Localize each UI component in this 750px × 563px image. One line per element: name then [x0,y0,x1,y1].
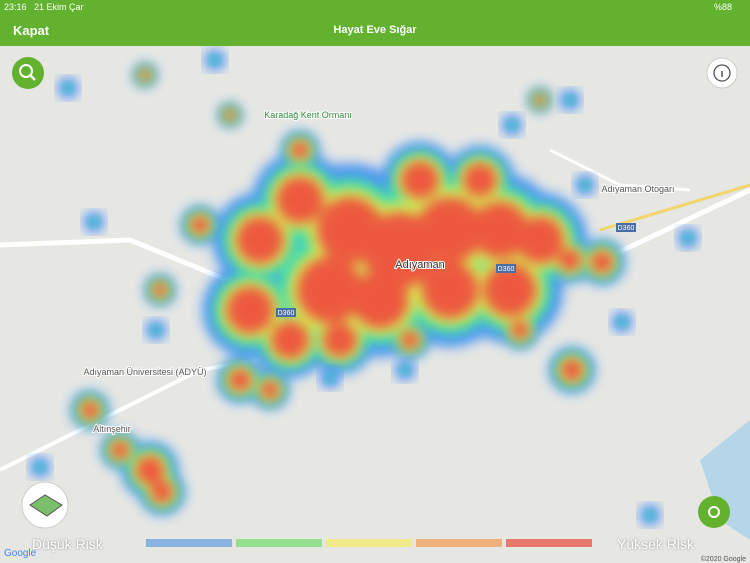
heat-blob [80,400,100,420]
status-date: 21 Ekim Çar [34,2,84,12]
heat-blob [471,201,529,259]
legend-swatch [506,539,592,547]
heat-blob [260,380,280,400]
search-button[interactable] [12,57,44,89]
heat-spot [645,510,655,520]
risk-legend: Düşük Risk Yüksek Risk [30,536,720,552]
heat-blob [228,368,252,392]
heat-blob [400,330,420,350]
legend-swatch [146,539,232,547]
heat-spot [617,317,627,327]
map-label: Adıyaman Üniversitesi (ADYÜ) [83,367,206,377]
location-button[interactable] [698,496,730,528]
heat-spot [507,120,517,130]
heat-spot [35,462,45,472]
heat-blob [558,248,582,272]
heat-blob [416,196,484,264]
road [549,148,691,192]
heat-blob [276,176,324,224]
map-label: Altınşehir [93,424,131,434]
heat-blob [351,271,409,329]
legend-high: Yüksek Risk [616,536,694,552]
road-shield [496,264,516,273]
heat-blob [290,140,310,160]
heat-blob [560,358,584,382]
heat-blob [236,216,284,264]
map-label: Karadağ Kent Ormanı [264,110,352,120]
heat-spot [683,233,693,243]
map-label: Adıyaman Otogarı [601,184,674,194]
heat-blob [190,215,210,235]
location-icon [708,506,720,518]
legend-low: Düşük Risk [32,536,103,552]
heat-blob [135,455,165,485]
top-bar: 23:16 21 Ekim Çar %88 Kapat Hayat Eve Sı… [0,0,750,46]
close-button[interactable]: Kapat [13,23,50,38]
heat-blob [110,440,130,460]
status-time: 23:16 [4,2,27,12]
highway [599,183,750,232]
layers-icon [29,494,63,517]
search-icon [19,64,33,78]
road-shield [276,308,296,317]
heat-spot [400,365,410,375]
app-title: Hayat Eve Sığar [333,24,417,36]
heat-blob [271,321,309,359]
heat-spot [63,83,73,93]
heatmap [30,50,698,525]
heat-blob [150,480,174,504]
heat-blob [322,322,358,358]
heat-blob [483,263,537,317]
road-label: D360 [618,225,635,232]
search-icon [29,74,36,81]
road-label: D360 [498,266,515,273]
heat-blob [226,286,274,334]
heat-spot [565,95,575,105]
heat-spot [580,180,590,190]
heat-blob [534,94,546,106]
heat-blob [296,256,364,324]
map-label: Adıyaman [395,259,445,271]
heat-blob [590,250,614,274]
heat-blob [510,320,530,340]
heat-blob [462,162,498,198]
heat-spot [325,373,335,383]
legend-swatch [416,539,502,547]
copyright: ©2020 Google [701,555,746,563]
road-shield [616,223,636,232]
legend-swatch [326,539,412,547]
heat-layer [80,69,614,504]
heat-blob [421,261,479,319]
google-logo: Google [4,548,37,559]
heat-spot [151,325,161,335]
water [700,420,750,540]
info-icon [713,64,731,82]
status-battery: %88 [713,2,732,12]
heat-blob [152,282,168,298]
heat-blob [401,161,439,199]
heat-blob [139,69,151,81]
heat-spot [210,55,220,65]
heat-blob [224,109,236,121]
road-label: D360 [278,310,295,317]
heat-spot [89,217,99,227]
heat-blob [516,216,564,264]
legend-swatch [236,539,322,547]
